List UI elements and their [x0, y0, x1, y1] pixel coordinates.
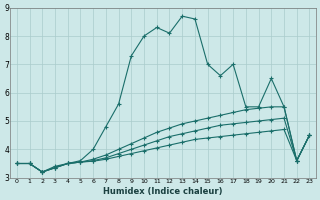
- X-axis label: Humidex (Indice chaleur): Humidex (Indice chaleur): [103, 187, 223, 196]
